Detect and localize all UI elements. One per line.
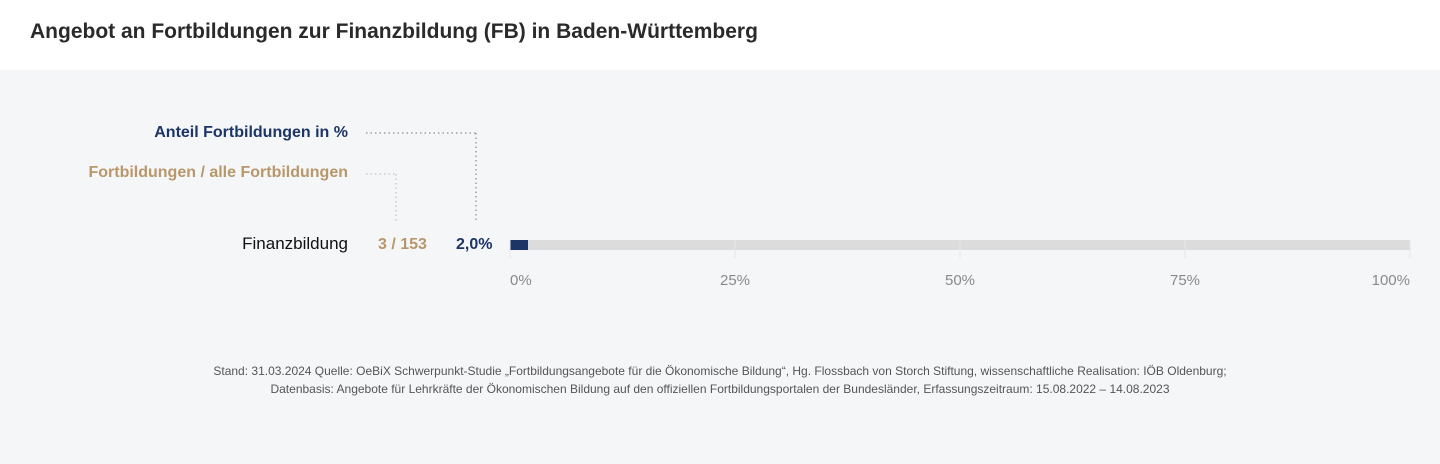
footer-source: Stand: 31.03.2024 Quelle: OeBiX Schwerpu…: [0, 362, 1440, 398]
count-label: 3 / 153: [378, 236, 427, 253]
x-tick-label: 25%: [720, 272, 750, 289]
legend-share-label: Anteil Fortbildungen in %: [154, 124, 348, 141]
category-label: Finanzbildung: [242, 234, 348, 253]
x-tick-label: 100%: [1372, 272, 1410, 289]
plot-svg: 0% 25% 50% 75% 100%: [366, 132, 1411, 289]
ticks-group: 0% 25% 50% 75% 100%: [509, 240, 1411, 289]
value-label: 2,0%: [456, 236, 493, 253]
x-tick-label: 0%: [510, 272, 532, 289]
header: Angebot an Fortbildungen zur Finanzbildu…: [0, 0, 1440, 70]
chart-title: Angebot an Fortbildungen zur Finanzbildu…: [30, 20, 758, 43]
x-tick-label: 75%: [1170, 272, 1200, 289]
chart-area: 0% 25% 50% 75% 100% Anteil Fortbildungen in …: [0, 70, 1440, 464]
bar-finanzbildung: [510, 240, 528, 250]
footer-line-2: Datenbasis: Angebote für Lehrkräfte der …: [270, 382, 1170, 396]
legend-count-label: Fortbildungen / alle Fortbildungen: [88, 164, 348, 181]
footer-line-1: Stand: 31.03.2024 Quelle: OeBiX Schwerpu…: [213, 364, 1227, 378]
x-tick-label: 50%: [945, 272, 975, 289]
